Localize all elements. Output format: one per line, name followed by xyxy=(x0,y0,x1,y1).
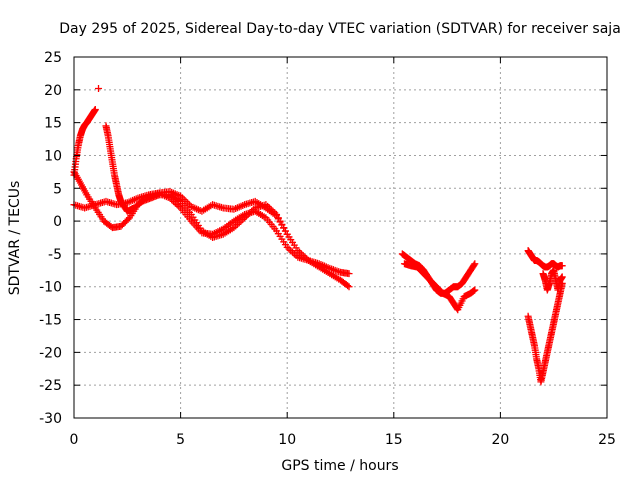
y-axis-label: SDTVAR / TECUs xyxy=(7,181,23,296)
data-point xyxy=(95,85,103,93)
data-series xyxy=(70,106,99,179)
data-point xyxy=(558,273,566,281)
axis-ticks: 0 5 10 15 20 25 -30 -25 -20 -15 -10 -5 0 5 10 15 20 25 xyxy=(39,50,616,448)
y-tick-label: -5 xyxy=(48,247,62,263)
data-point xyxy=(289,248,297,256)
data-series xyxy=(102,122,353,291)
data-point xyxy=(290,250,298,258)
data-point xyxy=(297,250,305,258)
data-point xyxy=(296,248,304,256)
data-point xyxy=(345,270,353,278)
data-point xyxy=(124,215,132,223)
data-point xyxy=(471,286,479,294)
y-tick-label: 10 xyxy=(44,148,62,164)
y-tick-label: -15 xyxy=(39,313,62,329)
y-tick-label: -25 xyxy=(39,378,62,394)
data-series xyxy=(539,266,566,294)
data-point xyxy=(285,245,293,253)
y-tick-label: 15 xyxy=(44,116,62,132)
data-point xyxy=(470,261,478,269)
plot-frame xyxy=(73,56,608,419)
x-tick-label: 25 xyxy=(598,432,616,448)
data-series xyxy=(400,260,479,314)
x-axis-label: GPS time / hours xyxy=(281,458,398,474)
data-point xyxy=(246,209,254,217)
y-tick-label: 0 xyxy=(53,214,62,230)
data-points xyxy=(70,85,566,386)
data-series xyxy=(524,279,566,386)
x-tick-label: 0 xyxy=(70,432,79,448)
x-tick-label: 5 xyxy=(176,432,185,448)
x-tick-label: 10 xyxy=(278,432,296,448)
y-tick-label: -10 xyxy=(39,280,62,296)
data-point xyxy=(180,196,188,204)
data-series xyxy=(95,85,103,93)
y-tick-label: -30 xyxy=(39,411,62,427)
data-point xyxy=(471,260,479,268)
y-tick-label: 20 xyxy=(44,83,62,99)
data-point xyxy=(344,282,352,290)
y-tick-label: -20 xyxy=(39,345,62,361)
x-tick-label: 15 xyxy=(385,432,403,448)
y-tick-label: 25 xyxy=(44,50,62,66)
x-tick-label: 20 xyxy=(491,432,509,448)
data-point xyxy=(345,283,353,291)
y-tick-label: 5 xyxy=(53,181,62,197)
data-series xyxy=(524,247,566,271)
data-point xyxy=(558,262,566,270)
chart-title: Day 295 of 2025, Sidereal Day-to-day VTE… xyxy=(59,21,621,37)
grid-lines xyxy=(74,57,607,418)
data-point xyxy=(91,106,99,114)
